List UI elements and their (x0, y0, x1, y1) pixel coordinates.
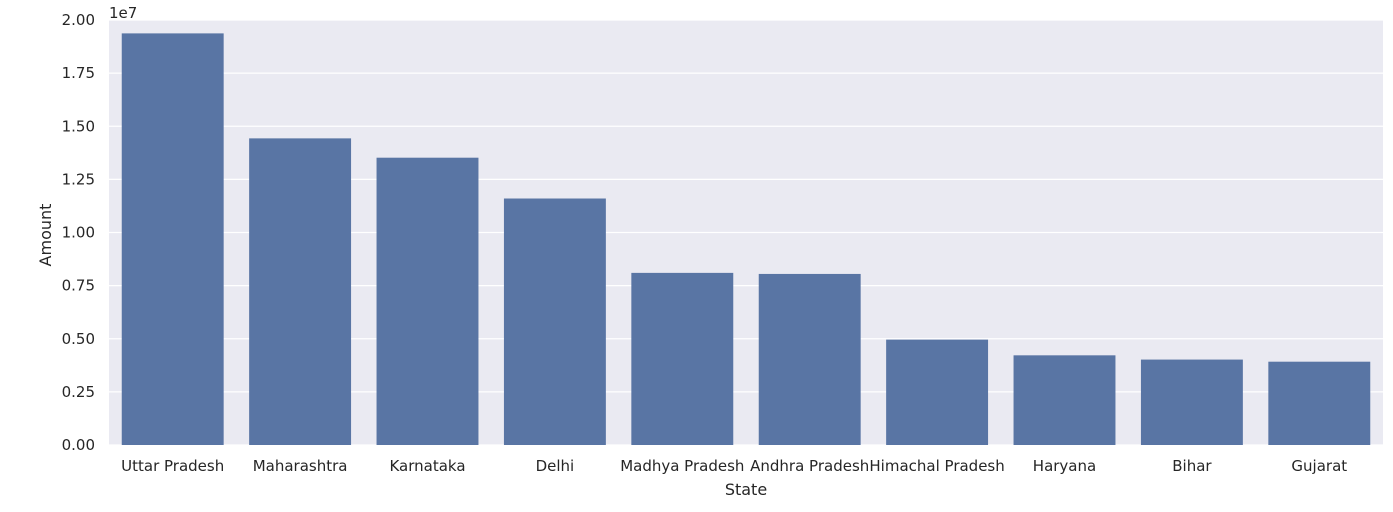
x-tick-label: Gujarat (1291, 457, 1347, 475)
bar (121, 33, 224, 445)
bar (503, 198, 606, 445)
bar (886, 339, 989, 445)
y-tick-label: 1.00 (62, 224, 95, 242)
y-axis-label: Amount (36, 204, 55, 267)
y-tick-label: 1.25 (62, 170, 95, 188)
x-tick-label: Himachal Pradesh (869, 457, 1004, 475)
y-tick-label: 1.75 (62, 64, 95, 82)
x-tick-label: Haryana (1033, 457, 1096, 475)
y-tick-label: 0.00 (62, 436, 95, 454)
x-tick-label: Maharashtra (253, 457, 348, 475)
bar (631, 272, 734, 445)
x-tick-label: Bihar (1172, 457, 1212, 475)
y-axis-ticks: 0.00 0.25 0.50 0.75 1.00 1.25 1.50 1.75 2.00 (62, 11, 95, 454)
bar (249, 138, 352, 446)
bar (1268, 361, 1371, 445)
x-axis-ticks: Uttar Pradesh Maharashtra Karnataka Delhi Ma… (121, 457, 1347, 475)
bar (1140, 359, 1243, 445)
bar (1013, 355, 1116, 445)
y-tick-label: 0.25 (62, 383, 95, 401)
bars (121, 33, 1371, 446)
x-tick-label: Madhya Pradesh (620, 457, 744, 475)
y-tick-label: 0.50 (62, 330, 95, 348)
y-axis-offset-label: 1e7 (109, 4, 137, 22)
x-tick-label: Uttar Pradesh (121, 457, 224, 475)
y-tick-label: 1.50 (62, 117, 95, 135)
y-tick-label: 0.75 (62, 277, 95, 295)
y-tick-label: 2.00 (62, 11, 95, 29)
bar (758, 273, 861, 445)
x-tick-label: Andhra Pradesh (750, 457, 869, 475)
x-tick-label: Karnataka (389, 457, 465, 475)
x-tick-label: Delhi (536, 457, 575, 475)
x-axis-label: State (725, 480, 767, 499)
bar (376, 157, 479, 445)
